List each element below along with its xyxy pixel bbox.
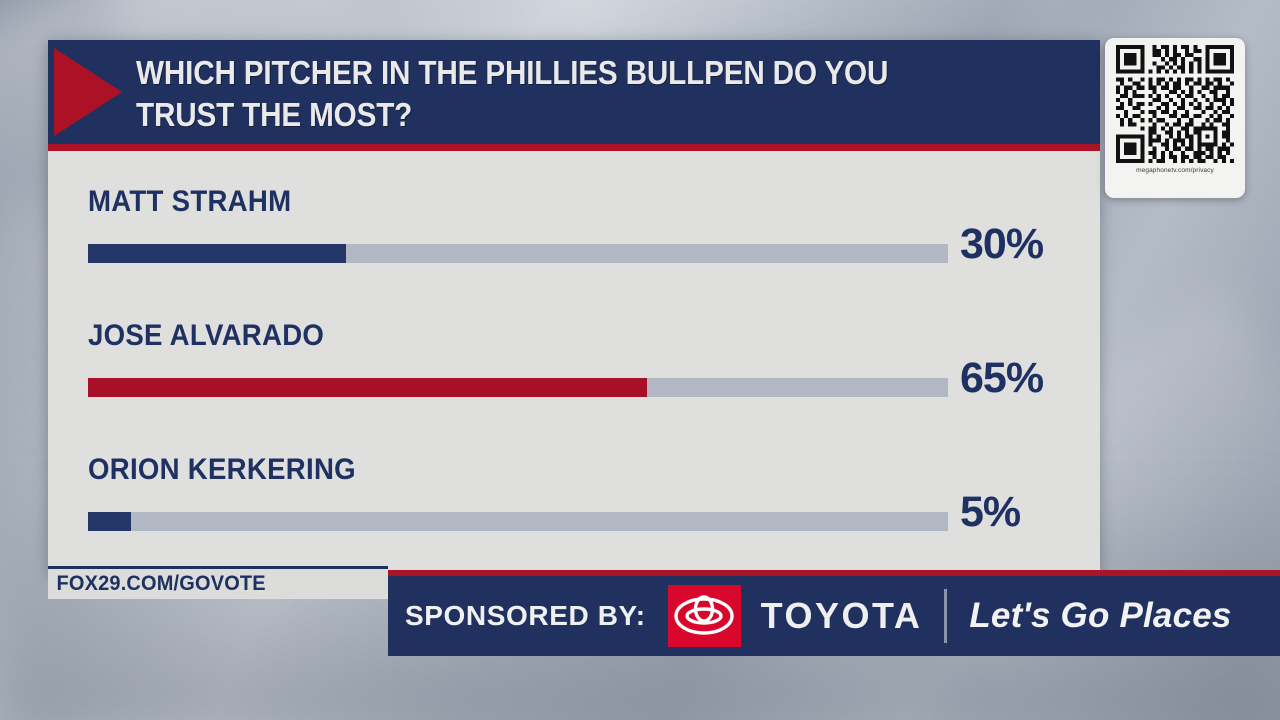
toyota-tagline: Let's Go Places	[969, 596, 1232, 635]
poll-bar-fill	[88, 512, 131, 531]
poll-bar-fill	[88, 378, 647, 397]
sponsor-divider	[944, 589, 948, 643]
sponsored-by-label: SPONSORED BY:	[405, 600, 646, 631]
poll-card: WHICH PITCHER IN THE PHILLIES BULLPEN DO…	[48, 40, 1100, 573]
toyota-wordmark: TOYOTA	[760, 595, 923, 636]
poll-bar-fill	[88, 244, 346, 263]
poll-option-label: ORION KERKERING	[88, 453, 356, 486]
poll-bar-track	[88, 512, 948, 531]
vote-url-strip: FOX29.COM/GOVOTE	[48, 566, 388, 599]
poll-percent-value: 5%	[960, 488, 1021, 536]
poll-question: WHICH PITCHER IN THE PHILLIES BULLPEN DO…	[136, 54, 889, 133]
poll-percent-value: 65%	[960, 354, 1044, 402]
poll-option-label: MATT STRAHM	[88, 185, 292, 218]
qr-caption: megaphonetv.com/privacy	[1136, 167, 1214, 174]
play-triangle-icon	[54, 48, 122, 136]
toyota-emblem-icon	[667, 585, 741, 647]
vote-url-text: FOX29.COM/GOVOTE	[56, 572, 266, 595]
header-accent-rule	[48, 144, 1100, 151]
qr-code-icon	[1116, 45, 1234, 163]
poll-bar-track	[88, 378, 948, 397]
qr-panel[interactable]: megaphonetv.com/privacy	[1105, 38, 1245, 198]
sponsor-bar: SPONSORED BY: TOYOTA Let's Go Places	[388, 570, 1280, 656]
poll-bar-track	[88, 244, 948, 263]
poll-option-label: JOSE ALVARADO	[88, 319, 325, 352]
poll-percent-value: 30%	[960, 220, 1044, 268]
poll-results-list: MATT STRAHM 30% JOSE ALVARADO 65% ORION …	[48, 151, 1100, 553]
poll-row: JOSE ALVARADO 65%	[48, 299, 1100, 433]
poll-header: WHICH PITCHER IN THE PHILLIES BULLPEN DO…	[48, 40, 1100, 144]
poll-row: ORION KERKERING 5%	[48, 433, 1100, 553]
poll-row: MATT STRAHM 30%	[48, 165, 1100, 299]
